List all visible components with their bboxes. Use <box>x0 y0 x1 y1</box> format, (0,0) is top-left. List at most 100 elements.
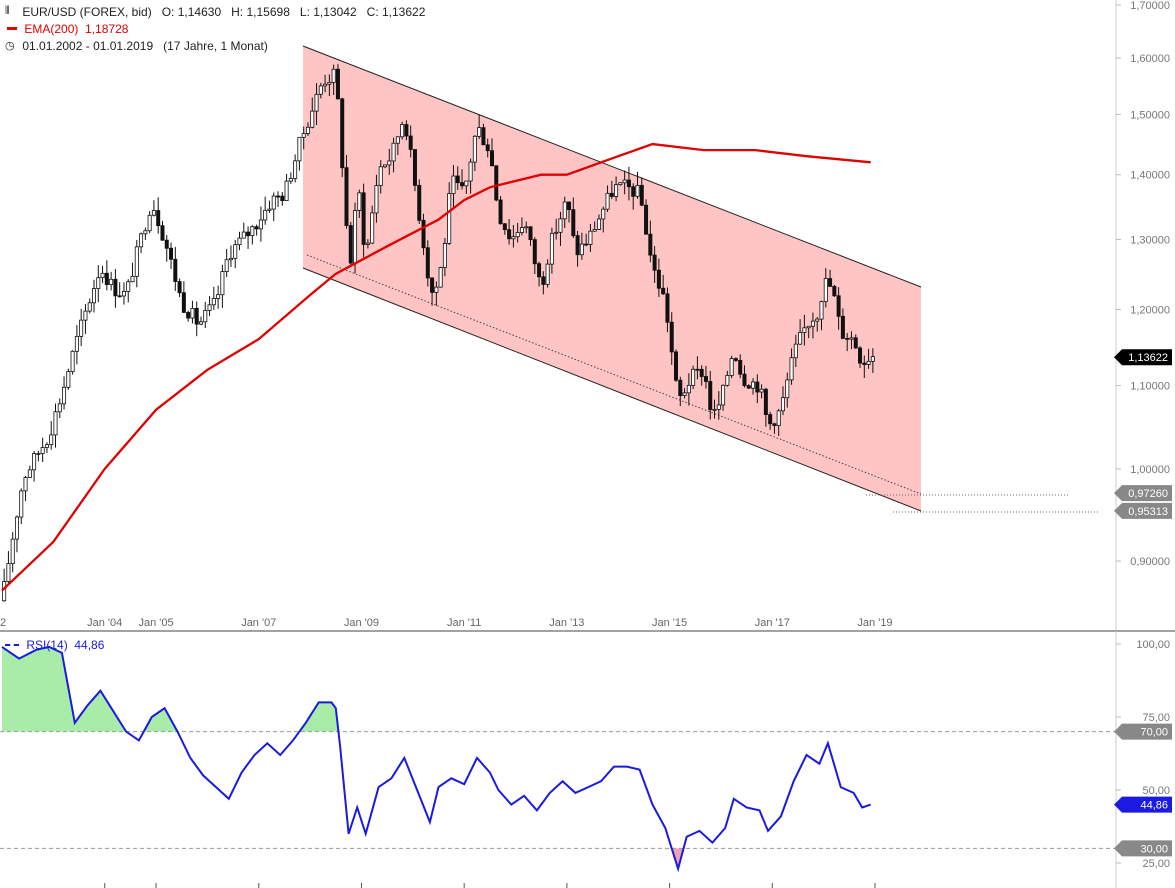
price-tick-label: 1,00000 <box>1130 464 1170 476</box>
candle-body <box>592 229 597 232</box>
candle-body <box>703 376 708 382</box>
candle-body <box>798 332 803 345</box>
candle-body <box>477 127 482 137</box>
candle-body <box>323 83 328 87</box>
candle-body <box>109 278 114 285</box>
rsi-tick-label: 50,00 <box>1142 785 1170 797</box>
time-axis: 2 Jan '04 Jan '05 Jan '07 Jan '09 Jan '11 Jan … <box>0 617 893 629</box>
dashed-line-icon <box>5 643 19 646</box>
candle-body <box>378 166 383 187</box>
candle-body <box>267 208 272 211</box>
candle-body <box>211 298 216 306</box>
candle-body <box>776 410 781 426</box>
candle-body <box>571 209 576 237</box>
candle-body <box>19 490 24 518</box>
candle-body <box>502 223 507 231</box>
candle-body <box>575 235 580 256</box>
candle-body <box>57 403 62 413</box>
candle-body <box>725 375 730 386</box>
candlestick-series <box>2 64 875 602</box>
candle-body <box>806 325 811 329</box>
candle-body <box>639 184 644 206</box>
time-tick-label: Jan '07 <box>241 617 276 629</box>
candle-body <box>494 165 499 201</box>
candle-body <box>669 321 674 353</box>
candle-body <box>451 175 456 195</box>
candle-body <box>609 192 614 197</box>
candle-body <box>348 225 353 264</box>
candle-body <box>468 161 473 182</box>
candle-body <box>44 444 49 448</box>
candle-body <box>652 254 657 271</box>
price-badge-label: 0,95313 <box>1128 506 1168 518</box>
high-label: H: <box>231 4 244 19</box>
low-value: 1,13042 <box>313 4 357 19</box>
price-panel <box>1 45 1098 602</box>
candle-body <box>134 246 139 277</box>
candle-body <box>661 287 666 295</box>
close-label: C: <box>366 4 379 19</box>
candle-body <box>220 271 225 296</box>
candle-body <box>357 192 362 211</box>
candle-body <box>511 236 516 240</box>
candle-body <box>549 232 554 265</box>
price-badge-label: 0,97260 <box>1128 488 1168 500</box>
candle-body <box>430 277 435 293</box>
candle-body <box>96 277 101 290</box>
candle-body <box>686 384 691 394</box>
candle-body <box>845 337 850 340</box>
candle-body <box>455 175 460 184</box>
rsi-tick-label: 100,00 <box>1136 639 1170 651</box>
candle-body <box>515 232 520 238</box>
rsi-badge <box>1114 840 1172 857</box>
high-value: 1,15698 <box>246 4 290 19</box>
candle-body <box>314 93 319 112</box>
legend-instrument: ⫴ EUR/USD (FOREX, bid) O: 1,14630 H: 1,1… <box>5 4 425 19</box>
candle-body <box>280 195 285 202</box>
candle-body <box>173 258 178 282</box>
rsi-panel <box>0 645 1116 873</box>
candle-body <box>532 239 537 265</box>
candle-body <box>66 371 71 388</box>
candle-body <box>819 301 824 320</box>
candle-body <box>438 267 443 288</box>
candle-body <box>121 290 126 297</box>
price-badge <box>1114 349 1172 366</box>
candle-body <box>198 321 203 325</box>
rsi-value: 44,86 <box>74 637 105 652</box>
candle-body <box>537 263 542 278</box>
candle-body <box>177 281 182 294</box>
ema-value: 1,18728 <box>85 21 129 36</box>
candle-body <box>387 160 392 166</box>
candle-body <box>100 272 105 279</box>
candle-body <box>305 126 310 134</box>
candle-body <box>70 350 75 372</box>
candle-body <box>6 563 11 582</box>
price-tick-label: 1,60000 <box>1130 53 1170 65</box>
candle-body <box>763 388 768 415</box>
candle-body <box>10 538 15 565</box>
time-tick-label: Jan '11 <box>447 617 481 629</box>
price-badge <box>1114 485 1172 502</box>
candle-body <box>772 423 777 426</box>
candle-body <box>160 225 165 241</box>
candle-body <box>656 269 661 289</box>
candle-body <box>151 210 156 216</box>
channel-lower-line <box>302 267 922 512</box>
candle-body <box>793 343 798 359</box>
open-label: O: <box>161 4 175 19</box>
candle-body <box>498 199 503 225</box>
ema-label: EMA(200) <box>24 21 79 36</box>
channel-mid-dotted-line <box>306 254 922 495</box>
price-tick-label: 1,30000 <box>1130 235 1170 247</box>
candle-body <box>421 219 426 249</box>
candle-body <box>374 185 379 214</box>
candle-body <box>554 231 559 234</box>
price-tick-label: 1,50000 <box>1130 109 1170 121</box>
candle-body <box>695 368 700 371</box>
candle-body <box>79 319 84 337</box>
price-tick-label: 1,40000 <box>1130 170 1170 182</box>
line-swatch-icon <box>7 27 17 31</box>
candle-body <box>27 469 32 478</box>
candle-body <box>288 178 293 182</box>
